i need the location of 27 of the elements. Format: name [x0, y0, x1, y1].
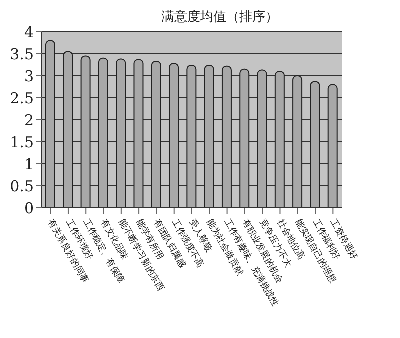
bar [222, 66, 232, 208]
y-tick-label: 1 [24, 155, 34, 174]
bar [328, 84, 338, 208]
bar [63, 51, 74, 208]
y-tick-label: 2 [24, 111, 34, 130]
y-tick-label: 3 [24, 67, 34, 86]
bar [310, 81, 320, 208]
bar [46, 40, 56, 208]
y-tick-label: 0 [24, 199, 34, 218]
bar [134, 59, 144, 208]
bar [204, 64, 214, 208]
bar [186, 64, 197, 208]
y-tick-label: 4 [24, 23, 34, 42]
bar [169, 63, 180, 208]
bar [116, 58, 126, 208]
bar [80, 56, 91, 208]
y-tick-label: 2.5 [10, 89, 34, 108]
bar [240, 68, 250, 208]
bar [274, 71, 285, 208]
y-tick-label: 3.5 [10, 45, 34, 64]
bar [292, 76, 303, 208]
bar [151, 60, 162, 208]
y-tick-label: 1.5 [10, 133, 34, 152]
bar [257, 70, 268, 208]
chart-title: 满意度均值（排序） [162, 10, 278, 25]
bar [98, 58, 108, 208]
y-tick-label: 0.5 [10, 177, 34, 196]
